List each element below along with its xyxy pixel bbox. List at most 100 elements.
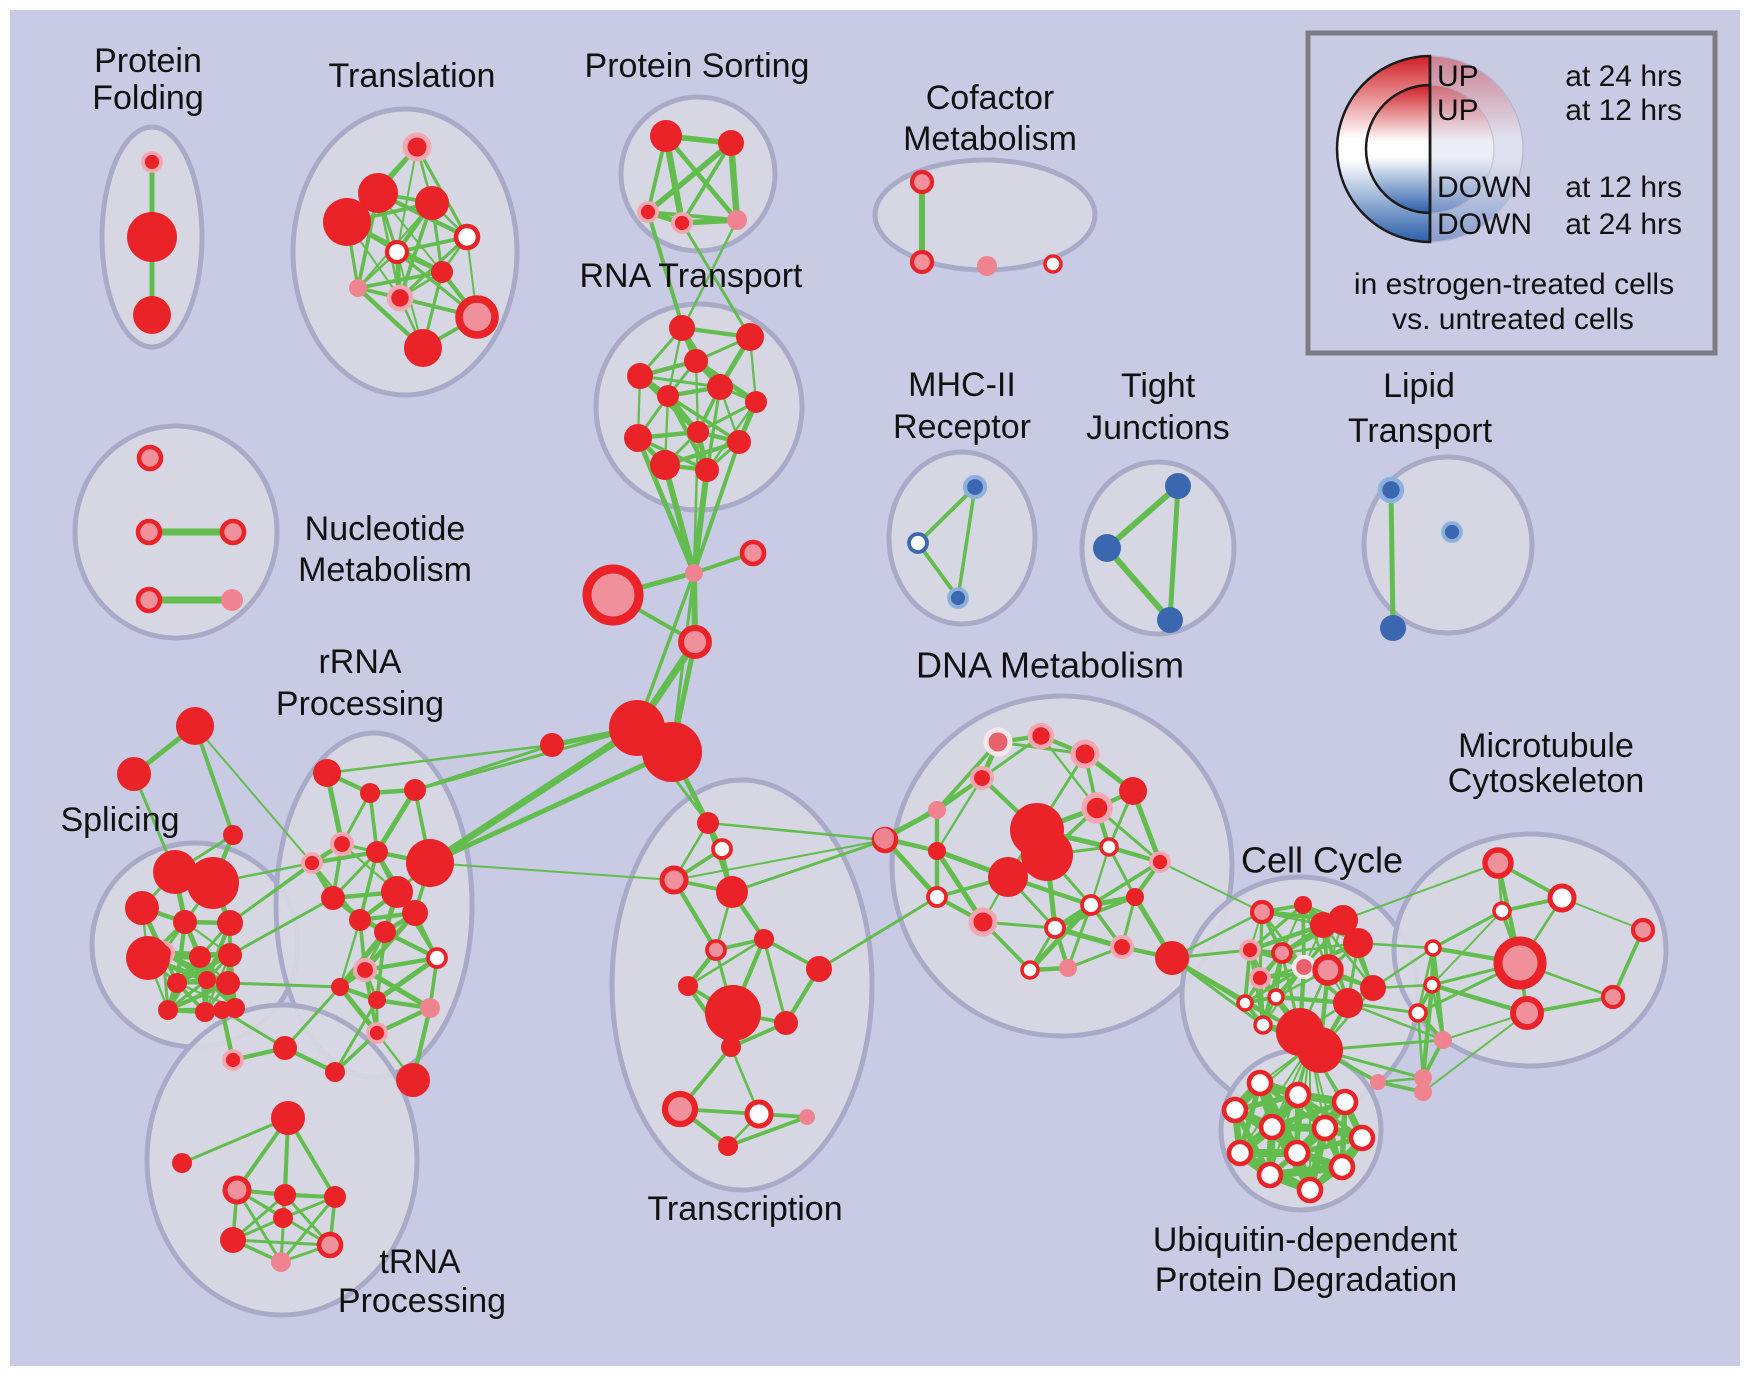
gene-node-rna-transport[interactable] — [650, 450, 680, 480]
gene-node-cell-cycle[interactable] — [1328, 905, 1358, 935]
gene-node-tight-junctions[interactable] — [1093, 534, 1121, 562]
gene-node-ubiquitin-degradation[interactable] — [1283, 1139, 1311, 1167]
gene-node-cell-cycle[interactable] — [1333, 988, 1363, 1018]
gene-node-tight-junctions[interactable] — [1165, 473, 1191, 499]
gene-node-mhc-ii-receptor[interactable] — [962, 474, 988, 500]
gene-node-rna-transport[interactable] — [745, 391, 767, 413]
gene-node-microtubule-cytoskeleton[interactable] — [1493, 936, 1547, 990]
gene-node-cell-cycle[interactable] — [1239, 939, 1261, 961]
gene-node-bridge-nodes[interactable] — [582, 564, 644, 626]
gene-node-splicing[interactable] — [216, 971, 240, 995]
gene-node-lipid-transport[interactable] — [1377, 476, 1405, 504]
gene-node-cell-cycle[interactable] — [1414, 1083, 1432, 1101]
gene-node-ubiquitin-degradation[interactable] — [1258, 1113, 1286, 1141]
gene-node-cofactor-metabolism[interactable] — [909, 249, 935, 275]
gene-node-cell-cycle[interactable] — [1291, 954, 1317, 980]
gene-node-rrna-processing[interactable] — [381, 876, 413, 908]
gene-node-trna-processing[interactable] — [172, 1153, 192, 1173]
gene-node-ubiquitin-degradation[interactable] — [1284, 1081, 1312, 1109]
gene-node-protein-folding[interactable] — [133, 296, 171, 334]
gene-node-rrna-processing[interactable] — [313, 759, 341, 787]
gene-node-dna-metabolism[interactable] — [1126, 888, 1144, 906]
gene-node-dna-metabolism[interactable] — [1027, 722, 1055, 750]
gene-node-cell-cycle[interactable] — [1294, 896, 1312, 914]
gene-node-ubiquitin-degradation[interactable] — [1348, 1124, 1376, 1152]
gene-node-rrna-processing[interactable] — [404, 779, 426, 801]
gene-node-transcription[interactable] — [799, 1109, 815, 1125]
gene-node-ubiquitin-degradation[interactable] — [1226, 1139, 1254, 1167]
gene-node-microtubule-cytoskeleton[interactable] — [1600, 984, 1626, 1010]
gene-node-rna-transport[interactable] — [727, 430, 751, 454]
gene-node-rrna-processing[interactable] — [325, 1062, 345, 1082]
gene-node-transcription[interactable] — [661, 1090, 699, 1128]
gene-node-trna-processing[interactable] — [316, 1231, 344, 1259]
gene-node-transcription[interactable] — [705, 985, 761, 1041]
gene-node-lipid-transport[interactable] — [1441, 521, 1463, 543]
gene-node-dna-metabolism[interactable] — [968, 907, 998, 937]
gene-node-dna-metabolism[interactable] — [1119, 777, 1147, 805]
gene-node-protein-sorting[interactable] — [718, 130, 744, 156]
gene-node-translation[interactable] — [323, 198, 371, 246]
gene-node-rrna-processing[interactable] — [420, 998, 440, 1018]
gene-node-microtubule-cytoskeleton[interactable] — [1630, 917, 1656, 943]
gene-node-rrna-processing[interactable] — [349, 909, 371, 931]
gene-node-dna-metabolism[interactable] — [1081, 792, 1113, 824]
gene-node-transcription[interactable] — [774, 1011, 798, 1035]
gene-node-rrna-processing[interactable] — [406, 839, 454, 887]
gene-node-dna-metabolism[interactable] — [1155, 941, 1189, 975]
gene-node-dna-metabolism[interactable] — [1080, 894, 1102, 916]
gene-node-cofactor-metabolism[interactable] — [977, 256, 997, 276]
gene-node-microtubule-cytoskeleton[interactable] — [1424, 939, 1442, 957]
gene-node-rna-transport[interactable] — [627, 363, 653, 389]
gene-node-dna-metabolism[interactable] — [988, 857, 1028, 897]
gene-node-translation[interactable] — [386, 284, 414, 312]
gene-node-splicing[interactable] — [176, 707, 214, 745]
gene-node-trna-processing[interactable] — [271, 1101, 305, 1135]
gene-node-mhc-ii-receptor[interactable] — [947, 587, 969, 609]
gene-node-dna-metabolism[interactable] — [1070, 739, 1100, 769]
gene-node-rna-transport[interactable] — [695, 458, 719, 482]
gene-node-cofactor-metabolism[interactable] — [1043, 254, 1063, 274]
gene-node-bridge-nodes[interactable] — [642, 722, 702, 782]
gene-node-dna-metabolism[interactable] — [1099, 837, 1119, 857]
gene-node-cell-cycle[interactable] — [1249, 899, 1275, 925]
gene-node-ubiquitin-degradation[interactable] — [1246, 1069, 1274, 1097]
gene-node-rrna-processing[interactable] — [222, 1049, 244, 1071]
gene-node-translation[interactable] — [358, 173, 398, 213]
gene-node-bridge-nodes[interactable] — [540, 733, 564, 757]
gene-node-protein-sorting[interactable] — [727, 210, 747, 230]
gene-node-trna-processing[interactable] — [273, 1208, 293, 1228]
gene-node-microtubule-cytoskeleton[interactable] — [1423, 976, 1441, 994]
gene-node-rrna-processing[interactable] — [352, 957, 378, 983]
gene-node-translation[interactable] — [453, 223, 481, 251]
gene-node-transcription[interactable] — [697, 812, 719, 834]
gene-node-nucleotide-metabolism[interactable] — [221, 589, 243, 611]
gene-node-microtubule-cytoskeleton[interactable] — [1482, 847, 1514, 879]
gene-node-translation[interactable] — [349, 279, 367, 297]
gene-node-translation[interactable] — [384, 239, 410, 265]
gene-node-rrna-processing[interactable] — [301, 852, 323, 874]
gene-node-splicing[interactable] — [167, 973, 187, 993]
gene-node-rrna-processing[interactable] — [329, 831, 355, 857]
gene-node-microtubule-cytoskeleton[interactable] — [1408, 1003, 1428, 1023]
gene-node-trna-processing[interactable] — [274, 1184, 296, 1206]
gene-node-microtubule-cytoskeleton[interactable] — [1547, 883, 1577, 913]
gene-node-rrna-processing[interactable] — [366, 1022, 388, 1044]
gene-node-splicing[interactable] — [218, 943, 242, 967]
gene-node-dna-metabolism[interactable] — [928, 842, 946, 860]
gene-node-mhc-ii-receptor[interactable] — [907, 532, 929, 554]
gene-node-rna-transport[interactable] — [684, 349, 708, 373]
gene-node-ubiquitin-degradation[interactable] — [1311, 1114, 1339, 1142]
gene-node-lipid-transport[interactable] — [1380, 615, 1406, 641]
gene-node-ubiquitin-degradation[interactable] — [1328, 1153, 1356, 1181]
gene-node-splicing[interactable] — [217, 910, 243, 936]
gene-node-ubiquitin-degradation[interactable] — [1221, 1096, 1249, 1124]
gene-node-cell-cycle[interactable] — [1297, 1027, 1343, 1073]
gene-node-microtubule-cytoskeleton[interactable] — [1510, 996, 1544, 1030]
gene-node-protein-sorting[interactable] — [671, 212, 693, 234]
gene-node-trna-processing[interactable] — [220, 1227, 246, 1253]
gene-node-microtubule-cytoskeleton[interactable] — [1414, 1069, 1432, 1087]
gene-node-rrna-processing[interactable] — [331, 978, 349, 996]
gene-node-dna-metabolism[interactable] — [874, 828, 894, 848]
gene-node-bridge-nodes[interactable] — [685, 564, 703, 582]
